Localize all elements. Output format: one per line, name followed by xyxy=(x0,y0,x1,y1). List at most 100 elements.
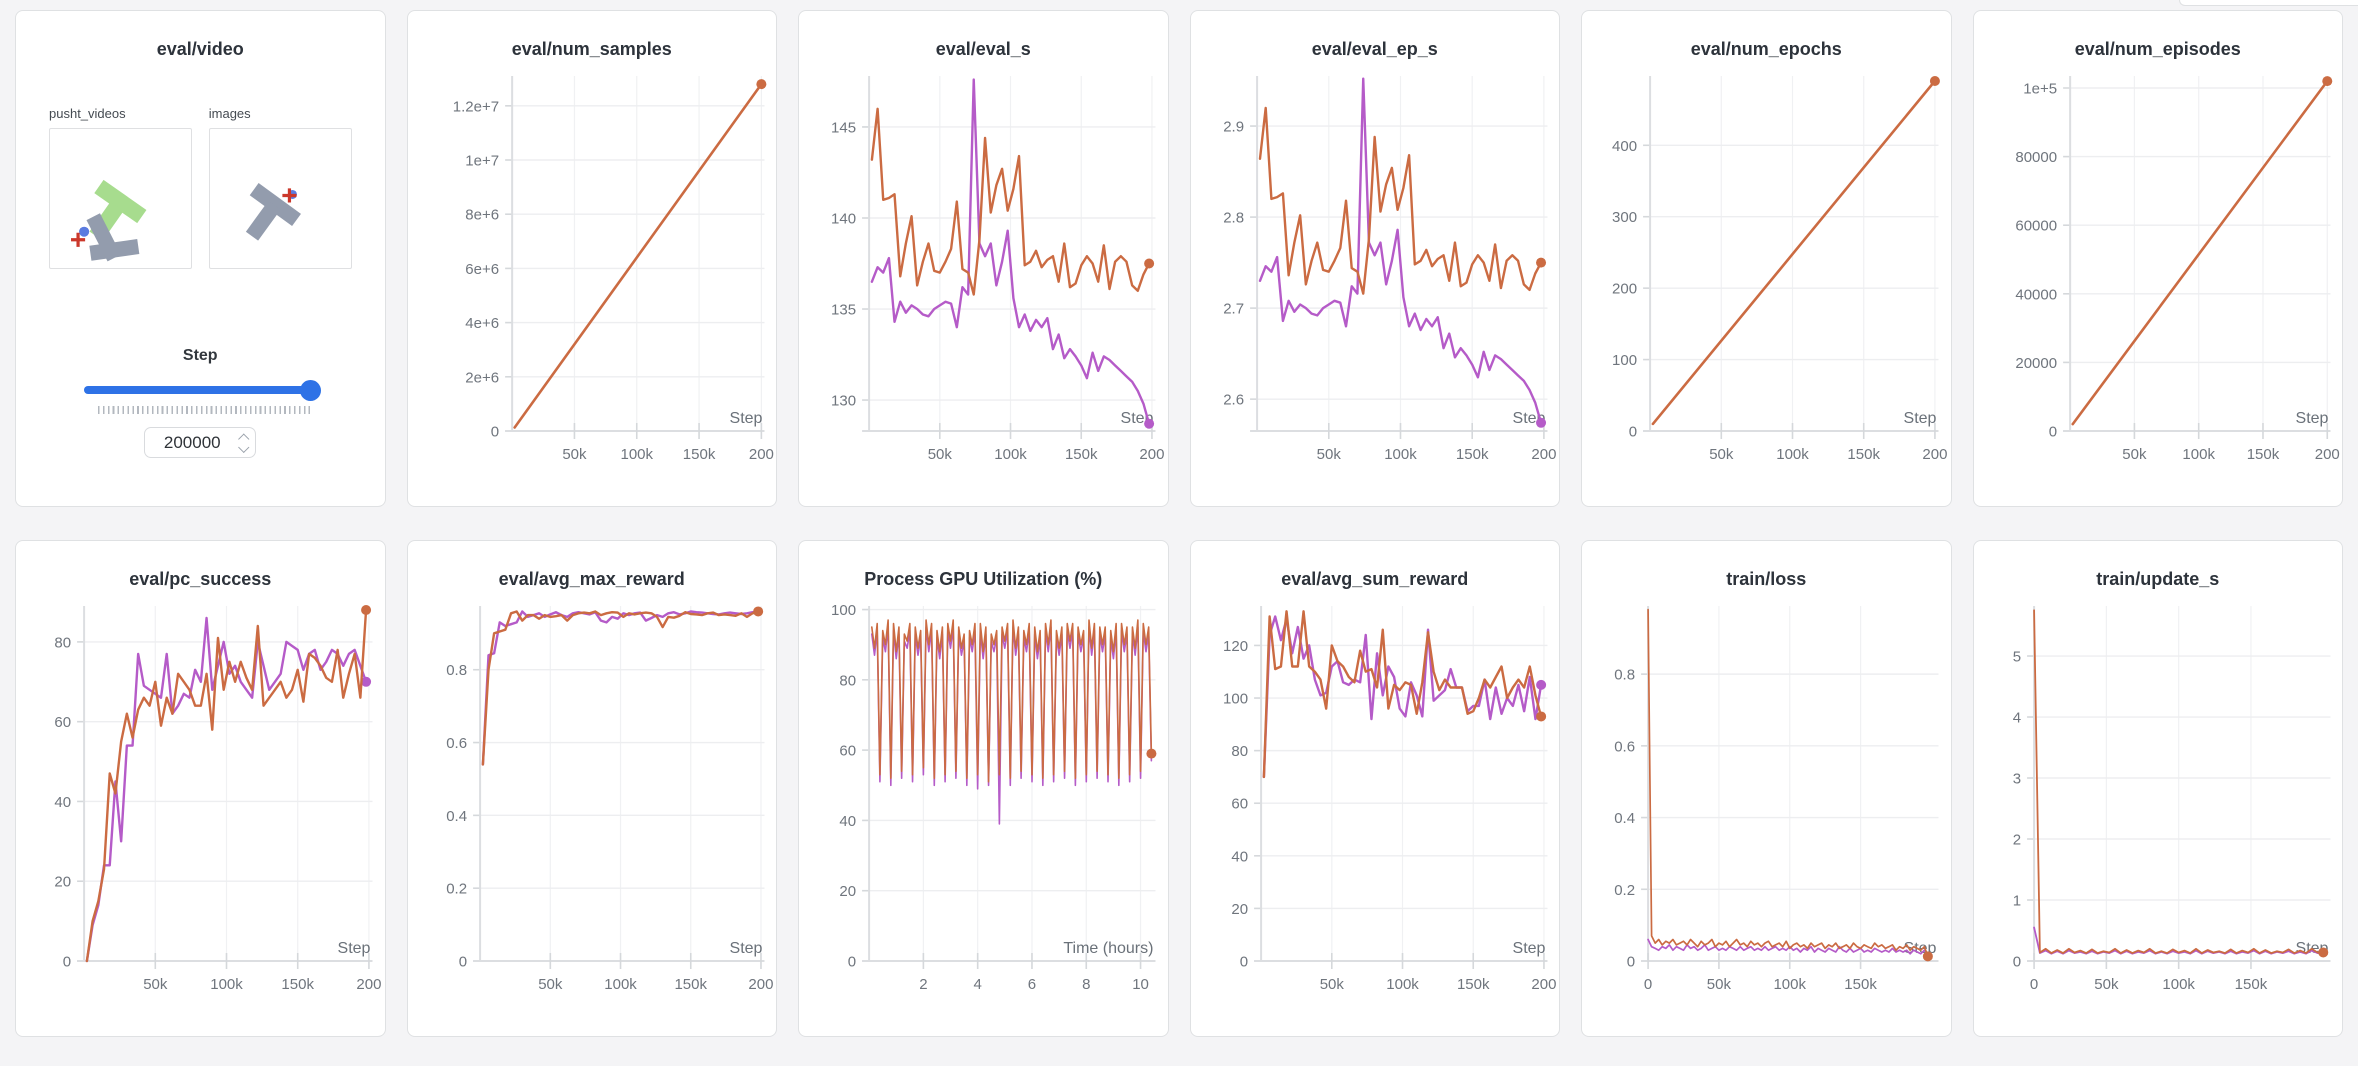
slider-thumb[interactable] xyxy=(299,380,321,401)
svg-text:50k: 50k xyxy=(143,976,168,993)
svg-text:4: 4 xyxy=(974,976,982,993)
image-frame xyxy=(245,183,301,241)
svg-text:20: 20 xyxy=(54,874,71,891)
svg-text:0: 0 xyxy=(458,954,466,971)
svg-text:50k: 50k xyxy=(538,976,563,993)
step-slider-label: Step xyxy=(182,347,218,364)
step-number-input[interactable] xyxy=(144,427,257,458)
media-thumbnail-pusht-videos[interactable] xyxy=(49,128,192,269)
line-chart[interactable]: 0 2e+6 4e+6 6e+6 8e+6 1e+7 1.2e+7 50k 100k 150k 20… xyxy=(408,60,777,485)
svg-text:50k: 50k xyxy=(2122,446,2147,463)
line-chart[interactable]: 0 100 200 300 400 50k 100k 150k 200 Step xyxy=(1582,60,1951,485)
svg-text:Step: Step xyxy=(729,410,762,427)
svg-text:100k: 100k xyxy=(1386,976,1419,993)
step-slider[interactable] xyxy=(84,379,321,401)
svg-text:6e+6: 6e+6 xyxy=(465,261,499,278)
line-chart[interactable]: 0 20 40 60 80 100 2 4 6 8 10 Time (hours) xyxy=(799,590,1168,1015)
svg-text:Step: Step xyxy=(729,940,762,957)
svg-text:100k: 100k xyxy=(1776,446,1809,463)
svg-text:1e+5: 1e+5 xyxy=(2023,81,2057,98)
panel-eval-eval-ep-s: eval/eval_ep_s 2.6 2.7 2.8 2.9 50k 100k 150k 20… xyxy=(1189,10,1560,507)
svg-text:80: 80 xyxy=(54,634,71,651)
line-chart[interactable]: 0 0.2 0.4 0.6 0.8 50k 100k 150k 200 Step xyxy=(408,590,777,1015)
svg-text:0.8: 0.8 xyxy=(446,662,467,679)
media-label: pusht_videos xyxy=(49,106,126,121)
svg-text:8e+6: 8e+6 xyxy=(465,207,499,224)
pusht-video-frame xyxy=(71,179,147,262)
svg-text:135: 135 xyxy=(831,302,856,319)
media-item-images: images xyxy=(208,106,352,269)
svg-text:80: 80 xyxy=(839,672,856,689)
svg-text:6: 6 xyxy=(1028,976,1036,993)
panel-train-update-s: train/update_s 0 1 2 3 4 5 0 50k 100k 150k Step xyxy=(1972,540,2343,1037)
svg-text:1.2e+7: 1.2e+7 xyxy=(452,98,498,115)
stepper-buttons[interactable] xyxy=(238,433,249,453)
chart-title: train/loss xyxy=(1726,569,1807,589)
svg-text:0.8: 0.8 xyxy=(1614,667,1635,684)
svg-text:150k: 150k xyxy=(674,976,707,993)
media-row: pusht_videos images xyxy=(16,106,385,269)
media-item-pusht-videos: pusht_videos xyxy=(49,106,192,269)
svg-text:0.2: 0.2 xyxy=(1614,882,1635,899)
svg-text:20000: 20000 xyxy=(2015,355,2057,372)
svg-text:200: 200 xyxy=(1531,446,1556,463)
svg-text:50k: 50k xyxy=(1707,976,1732,993)
chevron-down-icon[interactable] xyxy=(238,441,249,453)
media-thumbnail-images[interactable] xyxy=(208,128,352,269)
svg-text:145: 145 xyxy=(831,119,856,136)
svg-text:10: 10 xyxy=(1132,976,1149,993)
svg-text:1e+7: 1e+7 xyxy=(465,153,499,170)
svg-text:100: 100 xyxy=(831,602,856,619)
svg-text:0.6: 0.6 xyxy=(1614,738,1635,755)
svg-text:100k: 100k xyxy=(210,976,243,993)
svg-text:200: 200 xyxy=(1531,976,1556,993)
panel-eval-num-episodes: eval/num_episodes 0 20000 40000 60000 80000 1… xyxy=(1972,10,2343,507)
chart-title: eval/avg_sum_reward xyxy=(1281,569,1469,589)
svg-text:100k: 100k xyxy=(1773,976,1806,993)
svg-text:200: 200 xyxy=(1922,446,1947,463)
svg-text:60: 60 xyxy=(54,714,71,731)
svg-text:0: 0 xyxy=(848,954,856,971)
svg-text:50k: 50k xyxy=(1319,976,1344,993)
svg-text:0: 0 xyxy=(2029,976,2037,993)
svg-text:80: 80 xyxy=(1231,743,1248,760)
svg-text:2.7: 2.7 xyxy=(1223,301,1244,318)
svg-text:50k: 50k xyxy=(2094,976,2119,993)
chart-title: eval/pc_success xyxy=(129,569,272,589)
svg-text:Step: Step xyxy=(338,940,371,957)
svg-text:50k: 50k xyxy=(1316,446,1341,463)
svg-text:100k: 100k xyxy=(2162,976,2195,993)
svg-text:2e+6: 2e+6 xyxy=(465,369,499,386)
svg-text:40: 40 xyxy=(54,794,71,811)
svg-text:0: 0 xyxy=(490,424,498,441)
chart-title: eval/avg_max_reward xyxy=(498,569,685,589)
svg-text:4: 4 xyxy=(2012,710,2020,727)
svg-text:2: 2 xyxy=(919,976,927,993)
panel-eval-eval-s: eval/eval_s 130 135 140 145 50k 100k 150k 200 St… xyxy=(798,10,1169,507)
svg-text:140: 140 xyxy=(831,211,856,228)
svg-text:150k: 150k xyxy=(281,976,314,993)
svg-text:2.9: 2.9 xyxy=(1223,119,1244,136)
svg-text:150k: 150k xyxy=(1844,976,1877,993)
chart-title: eval/num_samples xyxy=(511,39,672,59)
panel-eval-avg-max-reward: eval/avg_max_reward 0 0.2 0.4 0.6 0.8 50k 100k… xyxy=(406,540,777,1037)
svg-text:2.6: 2.6 xyxy=(1223,392,1244,409)
partial-panel-edge xyxy=(2179,0,2358,6)
svg-text:0.4: 0.4 xyxy=(446,808,467,825)
line-chart[interactable]: 0 20 40 60 80 50k 100k 150k 200 Step xyxy=(16,590,385,1015)
svg-text:100k: 100k xyxy=(604,976,637,993)
slider-track[interactable] xyxy=(84,386,317,394)
svg-text:200: 200 xyxy=(1139,446,1164,463)
line-chart[interactable]: 0 20 40 60 80 100 120 50k 100k 150k 200 Step xyxy=(1191,590,1560,1015)
svg-text:200: 200 xyxy=(748,976,773,993)
svg-text:8: 8 xyxy=(1082,976,1090,993)
svg-text:100k: 100k xyxy=(620,446,653,463)
svg-text:0.2: 0.2 xyxy=(446,881,467,898)
line-chart[interactable]: 0 20000 40000 60000 80000 1e+5 50k 100k 150k 200 S… xyxy=(1974,60,2343,485)
svg-text:60: 60 xyxy=(839,743,856,760)
svg-text:50k: 50k xyxy=(928,446,953,463)
